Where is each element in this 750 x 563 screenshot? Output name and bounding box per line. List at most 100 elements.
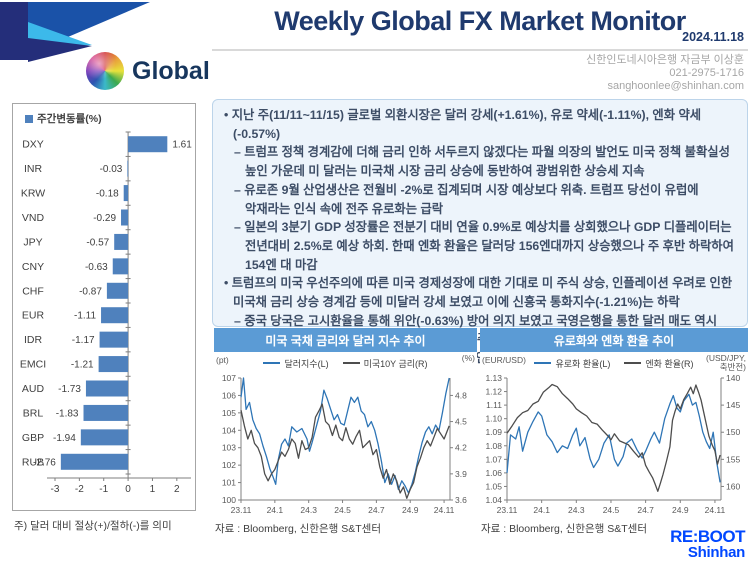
source-left: 자료 : Bloomberg, 신한은행 S&T센터 <box>215 523 381 535</box>
summary-bullet: – 유로존 9월 산업생산은 전월비 -2%로 집계되며 시장 예상보다 위축.… <box>234 182 699 216</box>
svg-text:24.7: 24.7 <box>368 505 385 515</box>
svg-text:1: 1 <box>150 484 156 495</box>
summary-bullet: – 일본의 3분기 GDP 성장률은 전분기 대비 연율 0.9%로 예상치를 … <box>234 220 734 272</box>
svg-text:-0.63: -0.63 <box>85 262 108 273</box>
svg-text:1.09: 1.09 <box>485 427 502 437</box>
svg-text:100: 100 <box>222 495 236 505</box>
svg-text:-0.18: -0.18 <box>96 189 119 200</box>
svg-text:2: 2 <box>174 484 180 495</box>
svg-text:-3: -3 <box>51 484 60 495</box>
legend-label: 미국10Y 금리(R) <box>363 358 428 369</box>
svg-text:105: 105 <box>222 408 236 418</box>
svg-text:BRL: BRL <box>23 407 44 419</box>
svg-text:24.3: 24.3 <box>568 505 585 515</box>
svg-text:EUR: EUR <box>22 310 45 322</box>
legend-item: 유로화 환율(L) <box>534 357 610 370</box>
svg-text:-1: -1 <box>99 484 108 495</box>
report-date: 2024.11.18 <box>682 30 744 44</box>
chart-title-eur-jpy: 유로화와 엔화 환율 추이 <box>480 328 748 352</box>
page-title: Weekly Global FX Market Monitor <box>274 6 686 36</box>
summary-bullet: • 지난 주(11/11~11/15) 글로벌 외환시장은 달러 강세(+1.6… <box>224 108 702 141</box>
svg-text:축반전): 축반전) <box>720 362 746 372</box>
svg-text:-1.94: -1.94 <box>53 433 76 444</box>
svg-text:107: 107 <box>222 373 236 383</box>
svg-text:IDR: IDR <box>24 334 43 346</box>
contact-team: 신한인도네시아은행 자금부 이상훈 <box>586 54 744 66</box>
line-chart-eur-jpy: 1.04 1.05 1.06 1.07 1.08 1.09 1.10 1.11 1.12 1.13… <box>480 352 748 523</box>
legend-label: 엔화 환율(R) <box>645 358 694 369</box>
svg-text:-0.87: -0.87 <box>79 286 102 297</box>
svg-text:23.11: 23.11 <box>231 505 252 515</box>
svg-text:1.08: 1.08 <box>485 441 502 451</box>
svg-text:KRW: KRW <box>21 188 45 200</box>
svg-text:1.05: 1.05 <box>485 481 502 491</box>
svg-text:DXY: DXY <box>22 139 44 151</box>
svg-text:AUD: AUD <box>22 383 45 395</box>
svg-text:-1.83: -1.83 <box>56 408 79 419</box>
reboot-logo-line1: RE:BOOT <box>670 527 745 546</box>
svg-text:24.9: 24.9 <box>672 505 689 515</box>
summary-bullet: • 트럼프의 미국 우선주의에 따른 미국 경제성장에 대한 기대로 미 주식 … <box>224 276 733 310</box>
svg-text:1.04: 1.04 <box>485 495 502 505</box>
svg-text:3.9: 3.9 <box>455 469 467 479</box>
header-divider <box>212 49 748 51</box>
svg-text:GBP: GBP <box>22 432 44 444</box>
svg-text:-2: -2 <box>75 484 84 495</box>
chart-legend-eur-jpy: 유로화 환율(L) 엔화 환율(R) <box>480 356 748 370</box>
svg-text:JPY: JPY <box>23 236 42 248</box>
svg-text:140: 140 <box>726 373 740 383</box>
svg-text:104: 104 <box>222 425 236 435</box>
svg-text:106: 106 <box>222 390 236 400</box>
svg-text:24.1: 24.1 <box>267 505 284 515</box>
svg-text:-1.21: -1.21 <box>71 360 94 371</box>
svg-text:24.7: 24.7 <box>637 505 654 515</box>
svg-text:0: 0 <box>125 484 131 495</box>
svg-text:1.12: 1.12 <box>485 387 502 397</box>
summary-box: • 지난 주(11/11~11/15) 글로벌 외환시장은 달러 강세(+1.6… <box>212 99 748 365</box>
svg-text:-0.29: -0.29 <box>93 213 116 224</box>
svg-text:EMCI: EMCI <box>20 359 46 371</box>
svg-text:24.11: 24.11 <box>705 505 726 515</box>
svg-text:-0.03: -0.03 <box>100 164 123 175</box>
svg-text:INR: INR <box>24 163 43 175</box>
chart-legend-dxy-ust: 달러지수(L) 미국10Y 금리(R) <box>214 356 477 370</box>
legend-line-icon <box>534 362 552 364</box>
svg-text:(USD/JPY,: (USD/JPY, <box>706 353 746 363</box>
contact-email: sanghoonlee@shinhan.com <box>607 80 744 92</box>
chart-card-dxy-ust: 미국 국채 금리와 달러 지수 추이 달러지수(L) 미국10Y 금리(R) 10… <box>214 328 477 520</box>
svg-text:102: 102 <box>222 460 236 470</box>
bar-chart-legend-label: 주간변동률(%) <box>37 113 102 125</box>
legend-item: 엔화 환율(R) <box>624 357 694 370</box>
summary-bullet: – 트럼프 정책 경계감에 더해 금리 인하 서두르지 않겠다는 파월 의장의 … <box>234 145 730 179</box>
chart-card-eur-jpy: 유로화와 엔화 환율 추이 유로화 환율(L) 엔화 환율(R) 1.04 1.05… <box>480 328 748 520</box>
svg-text:(EUR/USD): (EUR/USD) <box>482 355 526 365</box>
legend-square-icon <box>25 114 33 123</box>
svg-text:3.6: 3.6 <box>455 495 467 505</box>
svg-text:4.5: 4.5 <box>455 417 467 427</box>
svg-text:160: 160 <box>726 481 740 491</box>
bar-chart-legend: 주간변동률(%) <box>13 104 195 126</box>
svg-text:24.1: 24.1 <box>533 505 550 515</box>
source-right: 자료 : Bloomberg, 신한은행 S&T센터 <box>481 523 647 535</box>
svg-text:24.11: 24.11 <box>434 505 455 515</box>
legend-label: 유로화 환율(L) <box>555 358 611 369</box>
svg-text:1.07: 1.07 <box>485 454 502 464</box>
bar-chart-footnote: 주) 달러 대비 절상(+)/절하(-)를 의미 <box>14 520 172 532</box>
legend-line-icon <box>624 362 642 364</box>
svg-text:150: 150 <box>726 427 740 437</box>
svg-text:(pt): (pt) <box>216 355 229 365</box>
legend-item: 달러지수(L) <box>263 357 329 370</box>
brand-name: Global <box>132 56 210 85</box>
legend-label: 달러지수(L) <box>284 358 329 369</box>
contact-block: 신한인도네시아은행 자금부 이상훈 021-2975-1716 sanghoon… <box>586 54 744 93</box>
svg-text:101: 101 <box>222 478 236 488</box>
svg-text:1.11: 1.11 <box>486 400 502 410</box>
svg-text:1.06: 1.06 <box>485 468 502 478</box>
svg-text:(%): (%) <box>462 353 475 363</box>
svg-text:1.10: 1.10 <box>485 414 502 424</box>
svg-text:-1.73: -1.73 <box>58 384 81 395</box>
svg-text:24.9: 24.9 <box>402 505 419 515</box>
svg-text:1.13: 1.13 <box>485 373 502 383</box>
svg-text:24.5: 24.5 <box>603 505 620 515</box>
